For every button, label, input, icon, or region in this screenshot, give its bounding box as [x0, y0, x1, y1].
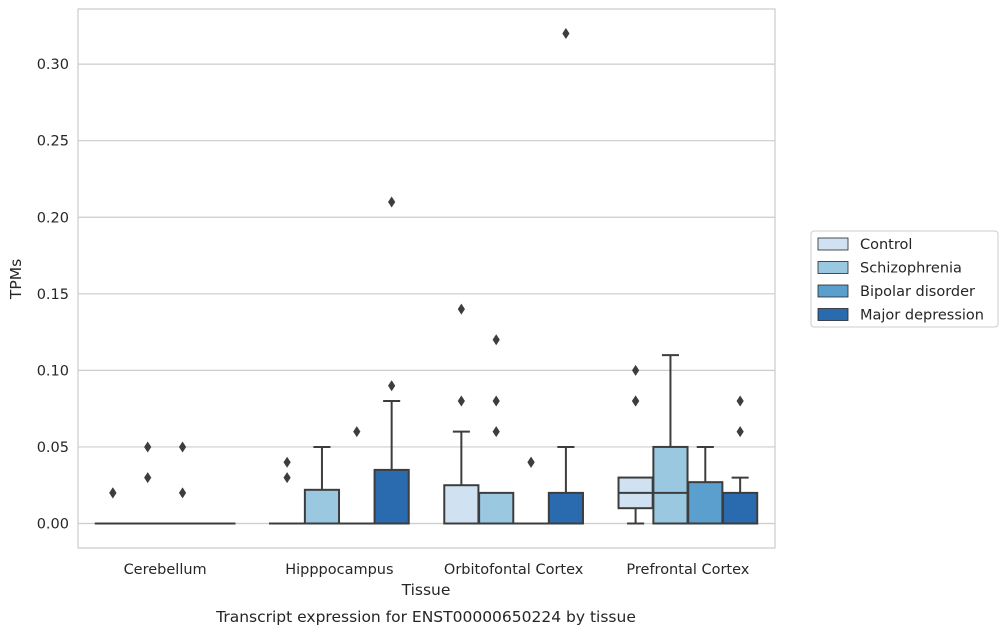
- legend-label: Schizophrenia: [860, 261, 962, 277]
- legend-swatch: [817, 284, 849, 298]
- box-iqr: [652, 445, 689, 525]
- y-tick-label: 0.05: [37, 440, 69, 456]
- box-control: [94, 487, 131, 525]
- plot-boxes: [94, 28, 759, 525]
- outlier-point: [492, 426, 500, 438]
- x-tick-labels: Cerebellum Hipppocampus Orbitofontal Corte…: [124, 562, 750, 578]
- y-tick-label: 0.00: [37, 517, 69, 533]
- outlier-point: [353, 426, 361, 438]
- chart-caption: Transcript expression for ENST0000065022…: [215, 608, 636, 626]
- outlier-point: [388, 380, 396, 392]
- legend-swatch: [817, 261, 849, 274]
- box-schizophrenia: [652, 354, 689, 525]
- box-major-depression: [722, 395, 759, 525]
- legend-frame: [810, 230, 999, 328]
- y-tick-label: 0.15: [37, 287, 69, 303]
- outlier-point: [388, 196, 396, 208]
- box-iqr: [443, 484, 480, 525]
- box-schizophrenia: [478, 334, 515, 525]
- outlier-point: [562, 28, 570, 39]
- box-iqr: [373, 468, 410, 525]
- outlier-point: [283, 456, 291, 468]
- y-tick-label: 0.20: [37, 210, 69, 226]
- outlier-point: [457, 303, 465, 315]
- box-schizophrenia: [129, 441, 166, 525]
- outlier-point: [144, 441, 152, 453]
- outlier-point: [492, 395, 500, 407]
- y-tick-label: 0.25: [37, 134, 69, 150]
- box-control: [443, 303, 480, 525]
- outlier-point: [527, 456, 535, 468]
- x-tick-label: Cerebellum: [124, 562, 207, 578]
- outlier-point: [178, 487, 187, 499]
- box-iqr: [478, 491, 515, 525]
- box-schizophrenia: [303, 445, 341, 525]
- outlier-point: [144, 472, 152, 484]
- legend-label: Bipolar disorder: [860, 284, 975, 300]
- legend-label: Control: [860, 237, 912, 253]
- box-iqr: [687, 481, 724, 525]
- y-tick-label: 0.30: [37, 57, 69, 73]
- box-control: [269, 456, 306, 525]
- x-tick-label: Prefrontal Cortex: [626, 562, 749, 578]
- legend-swatch: [817, 308, 849, 321]
- x-tick-label: Orbitofontal Cortex: [444, 562, 584, 578]
- legend: Control Schizophrenia Bipolar disorder Majo…: [810, 230, 999, 328]
- outlier-point: [492, 334, 500, 346]
- outlier-point: [283, 472, 291, 484]
- box-bipolar-disorder: [164, 441, 201, 525]
- y-tick-labels: 0.00 0.05 0.10 0.15 0.20 0.25 0.30: [37, 57, 69, 532]
- y-axis-label: TPMs: [7, 259, 25, 300]
- outlier-point: [632, 395, 640, 407]
- box-major-depression: [547, 28, 584, 525]
- box-major-depression: [373, 196, 410, 525]
- y-tick-label: 0.10: [37, 363, 69, 379]
- outlier-point: [109, 487, 117, 499]
- outlier-point: [736, 395, 744, 407]
- outlier-point: [178, 441, 187, 453]
- box-bipolar-disorder: [512, 456, 550, 525]
- box-iqr: [722, 491, 759, 525]
- box-control: [617, 364, 654, 525]
- box-bipolar-disorder: [338, 426, 375, 525]
- x-axis-label: Tissue: [401, 581, 451, 599]
- box-iqr: [547, 491, 584, 525]
- legend-label: Major depression: [860, 308, 984, 324]
- legend-swatch: [817, 237, 849, 251]
- x-tick-label: Hipppocampus: [285, 562, 393, 578]
- outlier-point: [632, 364, 640, 376]
- y-gridlines: [78, 63, 775, 525]
- box-bipolar-disorder: [687, 445, 724, 525]
- outlier-point: [736, 426, 744, 438]
- plot-frame: [77, 8, 776, 549]
- box-iqr: [303, 488, 341, 525]
- outlier-point: [457, 395, 465, 407]
